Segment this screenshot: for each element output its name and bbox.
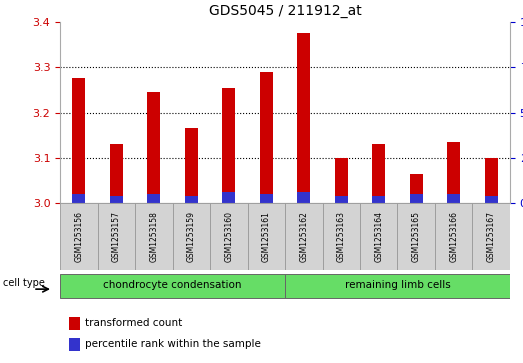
Text: chondrocyte condensation: chondrocyte condensation	[104, 280, 242, 290]
Text: GSM1253157: GSM1253157	[112, 211, 121, 262]
Title: GDS5045 / 211912_at: GDS5045 / 211912_at	[209, 4, 361, 18]
Bar	[372, 144, 385, 203]
Text: remaining limb cells: remaining limb cells	[345, 280, 450, 290]
Text: transformed count: transformed count	[85, 318, 182, 328]
Bar	[110, 144, 123, 203]
Bar	[447, 194, 460, 203]
Text: cell type: cell type	[3, 278, 45, 287]
Bar	[147, 92, 161, 203]
Bar	[410, 174, 423, 203]
Text: GSM1253156: GSM1253156	[74, 211, 83, 262]
Bar	[69, 338, 81, 351]
Text: GSM1253161: GSM1253161	[262, 211, 271, 262]
Bar	[247, 203, 285, 270]
Text: GSM1253167: GSM1253167	[487, 211, 496, 262]
Bar	[185, 196, 198, 203]
Bar	[485, 158, 498, 203]
Bar	[60, 203, 98, 270]
Bar	[260, 194, 273, 203]
Bar	[410, 194, 423, 203]
Bar	[435, 203, 472, 270]
Bar	[210, 203, 247, 270]
Bar	[397, 203, 435, 270]
Bar	[285, 274, 510, 298]
Bar	[185, 129, 198, 203]
Bar	[72, 194, 85, 203]
Text: GSM1253165: GSM1253165	[412, 211, 420, 262]
Bar	[260, 72, 273, 203]
Bar	[360, 203, 397, 270]
Bar	[372, 196, 385, 203]
Bar	[323, 203, 360, 270]
Bar	[69, 317, 81, 330]
Bar	[222, 87, 235, 203]
Text: GSM1253159: GSM1253159	[187, 211, 196, 262]
Bar	[60, 274, 285, 298]
Text: GSM1253163: GSM1253163	[337, 211, 346, 262]
Bar	[72, 78, 85, 203]
Text: percentile rank within the sample: percentile rank within the sample	[85, 339, 261, 349]
Bar	[335, 196, 348, 203]
Bar	[173, 203, 210, 270]
Text: GSM1253162: GSM1253162	[299, 211, 308, 262]
Bar	[485, 196, 498, 203]
Bar	[285, 203, 323, 270]
Bar	[472, 203, 510, 270]
Bar	[110, 196, 123, 203]
Text: GSM1253160: GSM1253160	[224, 211, 233, 262]
Bar	[222, 192, 235, 203]
Bar	[147, 194, 161, 203]
Bar	[98, 203, 135, 270]
Text: GSM1253166: GSM1253166	[449, 211, 458, 262]
Bar	[135, 203, 173, 270]
Text: GSM1253164: GSM1253164	[374, 211, 383, 262]
Bar	[297, 33, 310, 203]
Text: GSM1253158: GSM1253158	[150, 211, 158, 262]
Bar	[447, 142, 460, 203]
Bar	[297, 192, 310, 203]
Bar	[335, 158, 348, 203]
